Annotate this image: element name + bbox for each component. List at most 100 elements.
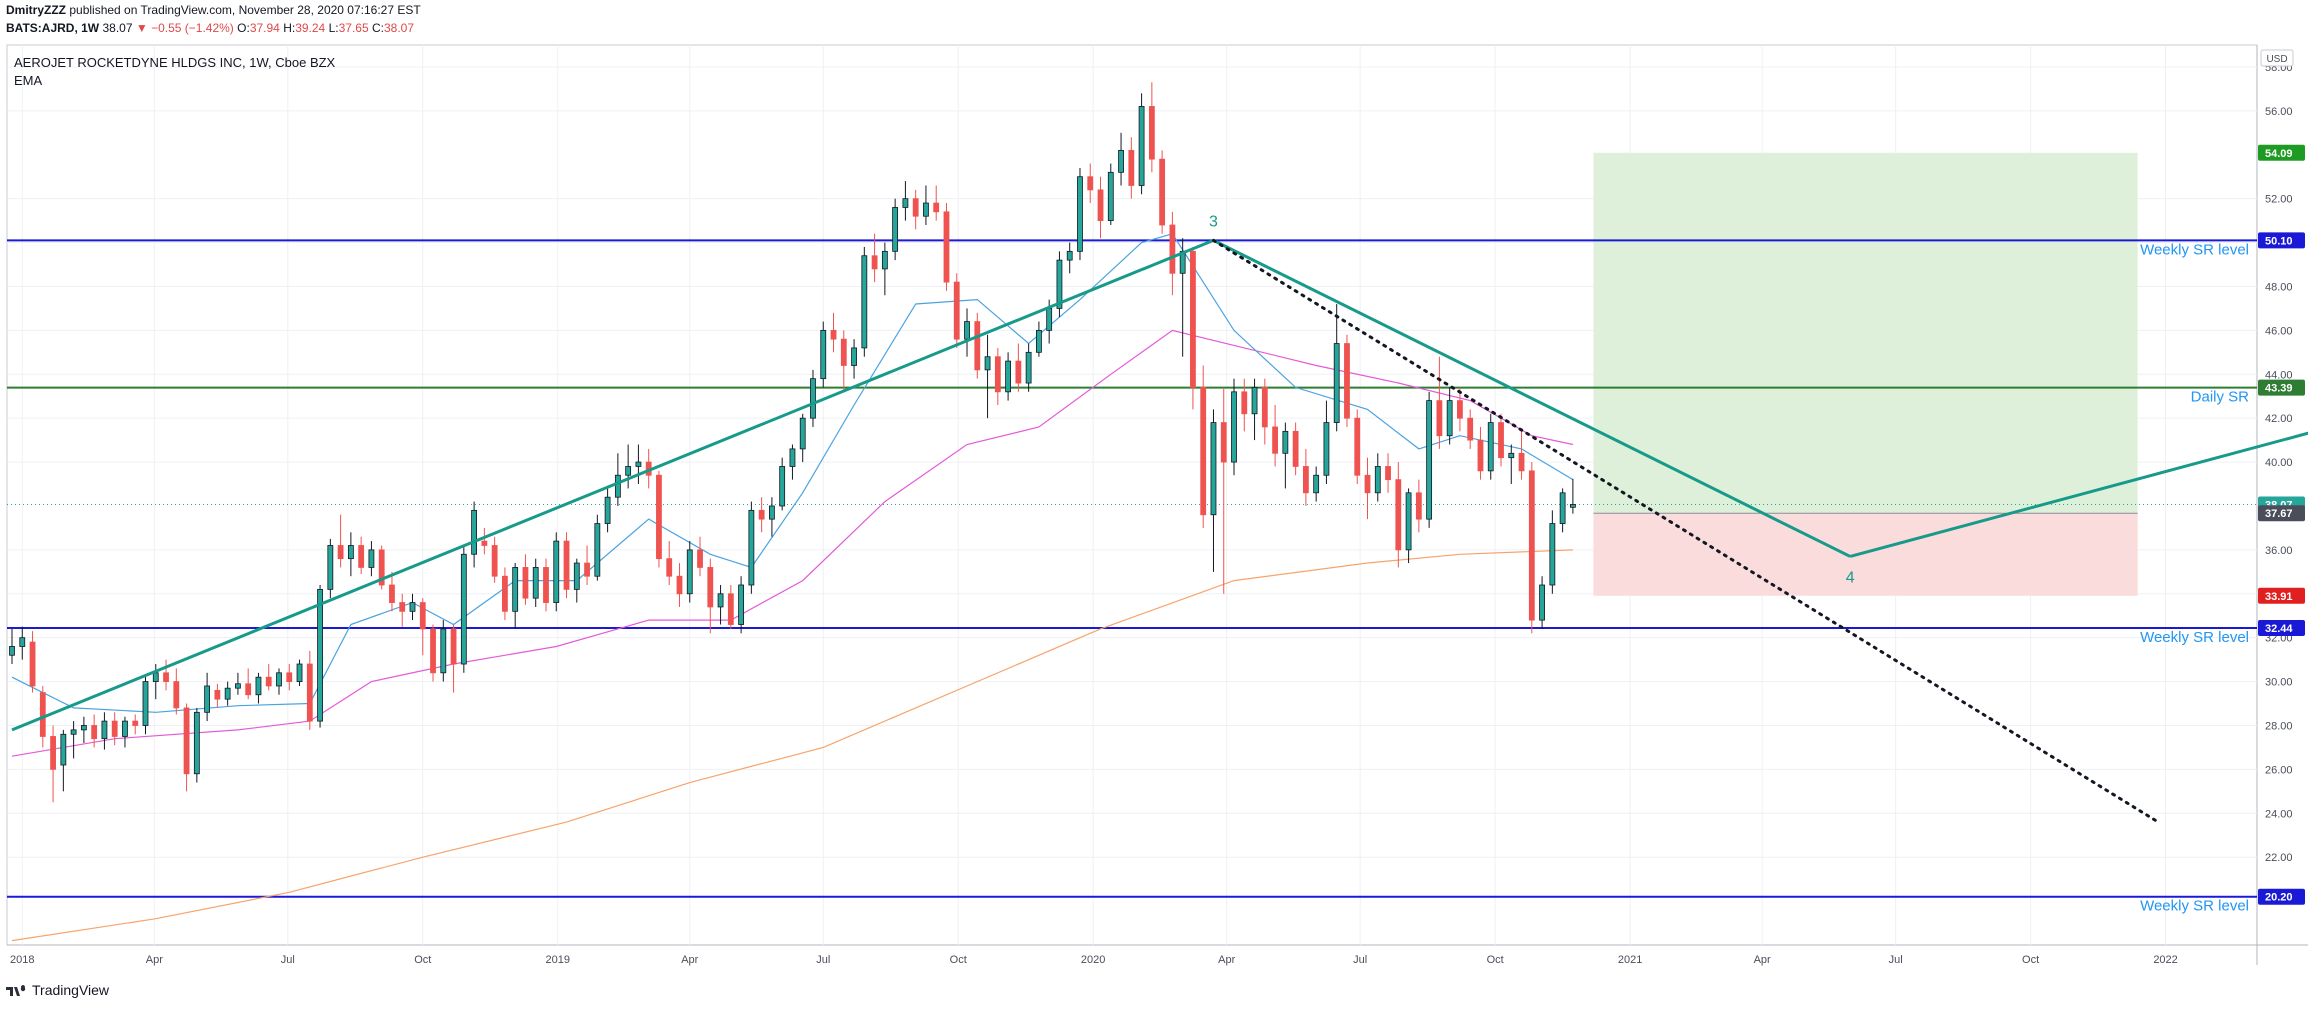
candle-body — [91, 725, 98, 740]
pattern-point-label: 3 — [1209, 213, 1218, 230]
candle — [1015, 343, 1022, 392]
candle-body — [912, 198, 919, 217]
x-tick-label: 2018 — [10, 954, 34, 966]
candle-body — [1200, 387, 1207, 516]
candle — [347, 532, 354, 577]
published-text: published on TradingView.com, November 2… — [69, 3, 421, 17]
candle-body — [1251, 387, 1258, 415]
candle-body — [1282, 430, 1289, 454]
candle-body — [994, 356, 1001, 393]
price-tag: 32.44 — [2258, 620, 2305, 637]
candle — [666, 541, 673, 585]
candle-body — [1107, 171, 1114, 222]
candle — [1251, 378, 1258, 441]
ema-fast-line — [11, 233, 1574, 713]
candle-body — [50, 736, 56, 770]
close-label: C: — [371, 21, 384, 35]
candle — [1457, 387, 1463, 432]
tradingview-footer[interactable]: TradingView — [6, 982, 109, 998]
loss-zone — [1593, 513, 2138, 596]
chart-legend: AEROJET ROCKETDYNE HLDGS INC, 1W, Cboe B… — [14, 54, 335, 90]
candle-body — [1066, 250, 1073, 261]
candle-body — [450, 628, 457, 665]
candle — [224, 681, 231, 706]
candle-body — [779, 466, 786, 507]
price-tag: 43.39 — [2258, 379, 2305, 396]
candle-body — [327, 545, 334, 590]
candle — [923, 185, 929, 225]
candle — [399, 593, 406, 627]
candle — [296, 659, 303, 686]
dotted-trendline — [1211, 238, 2160, 824]
candle — [337, 514, 344, 568]
candle — [1200, 365, 1207, 528]
candle — [1272, 405, 1278, 467]
candle-body — [255, 676, 262, 696]
y-tick-label: 28.00 — [2265, 720, 2293, 732]
candle — [1446, 387, 1453, 445]
candle-body — [1344, 343, 1350, 419]
candle — [60, 729, 67, 792]
candle-body — [1128, 149, 1135, 186]
candle-body — [666, 558, 673, 577]
candle — [1190, 246, 1196, 410]
candle — [964, 308, 970, 357]
candle — [573, 558, 580, 603]
candle-body — [1487, 422, 1494, 472]
candle — [881, 242, 888, 296]
indicator-label: EMA — [14, 73, 43, 88]
candle — [101, 712, 108, 750]
candle — [1549, 510, 1556, 594]
candle — [1087, 163, 1094, 204]
candle — [70, 721, 77, 759]
candle — [122, 716, 128, 748]
pattern-line — [11, 238, 1215, 732]
candle — [163, 659, 169, 691]
candle — [450, 624, 457, 693]
sr-level-label: Daily SR — [2191, 389, 2250, 406]
sr-level-label: Weekly SR level — [2140, 629, 2249, 646]
candle-body — [39, 692, 46, 737]
candle-body — [29, 641, 36, 687]
candle-body — [840, 338, 847, 366]
candle-body — [1097, 189, 1104, 222]
price-tag-bg — [2258, 587, 2305, 604]
candle — [840, 330, 847, 392]
price-tag-value: 50.10 — [2265, 235, 2293, 247]
candle-body — [748, 509, 755, 586]
candle — [1148, 82, 1155, 173]
candle — [132, 714, 139, 735]
x-tick-label: 2021 — [1618, 954, 1642, 966]
candle — [1354, 409, 1361, 485]
candle-body — [727, 593, 734, 625]
candle — [358, 536, 365, 575]
y-tick-label: 22.00 — [2265, 852, 2293, 864]
candle-body — [1302, 466, 1309, 494]
candle-body — [347, 545, 354, 560]
candle-body — [1036, 329, 1042, 353]
candle — [871, 233, 878, 283]
candle-body — [902, 198, 909, 208]
candle-body — [491, 545, 498, 577]
candle-body — [984, 356, 991, 371]
y-tick-label: 30.00 — [2265, 677, 2293, 689]
candle-body — [676, 575, 683, 595]
candle-body — [707, 567, 714, 608]
candle-body — [758, 509, 765, 520]
candle-body — [122, 720, 128, 737]
candle-body — [769, 505, 775, 520]
x-tick-label: Jul — [1889, 954, 1903, 966]
candle-body — [502, 575, 508, 612]
candle-body — [1292, 430, 1299, 467]
candle — [378, 545, 385, 590]
y-tick-label: 24.00 — [2265, 808, 2293, 820]
candle-body — [1077, 176, 1083, 252]
price-tag-value: 43.39 — [2265, 383, 2293, 395]
down-arrow-icon: ▼ — [135, 21, 148, 35]
candle — [1498, 413, 1504, 467]
candle — [543, 558, 549, 612]
candle — [173, 668, 180, 715]
candle — [1169, 211, 1176, 296]
candle-body — [163, 672, 169, 682]
